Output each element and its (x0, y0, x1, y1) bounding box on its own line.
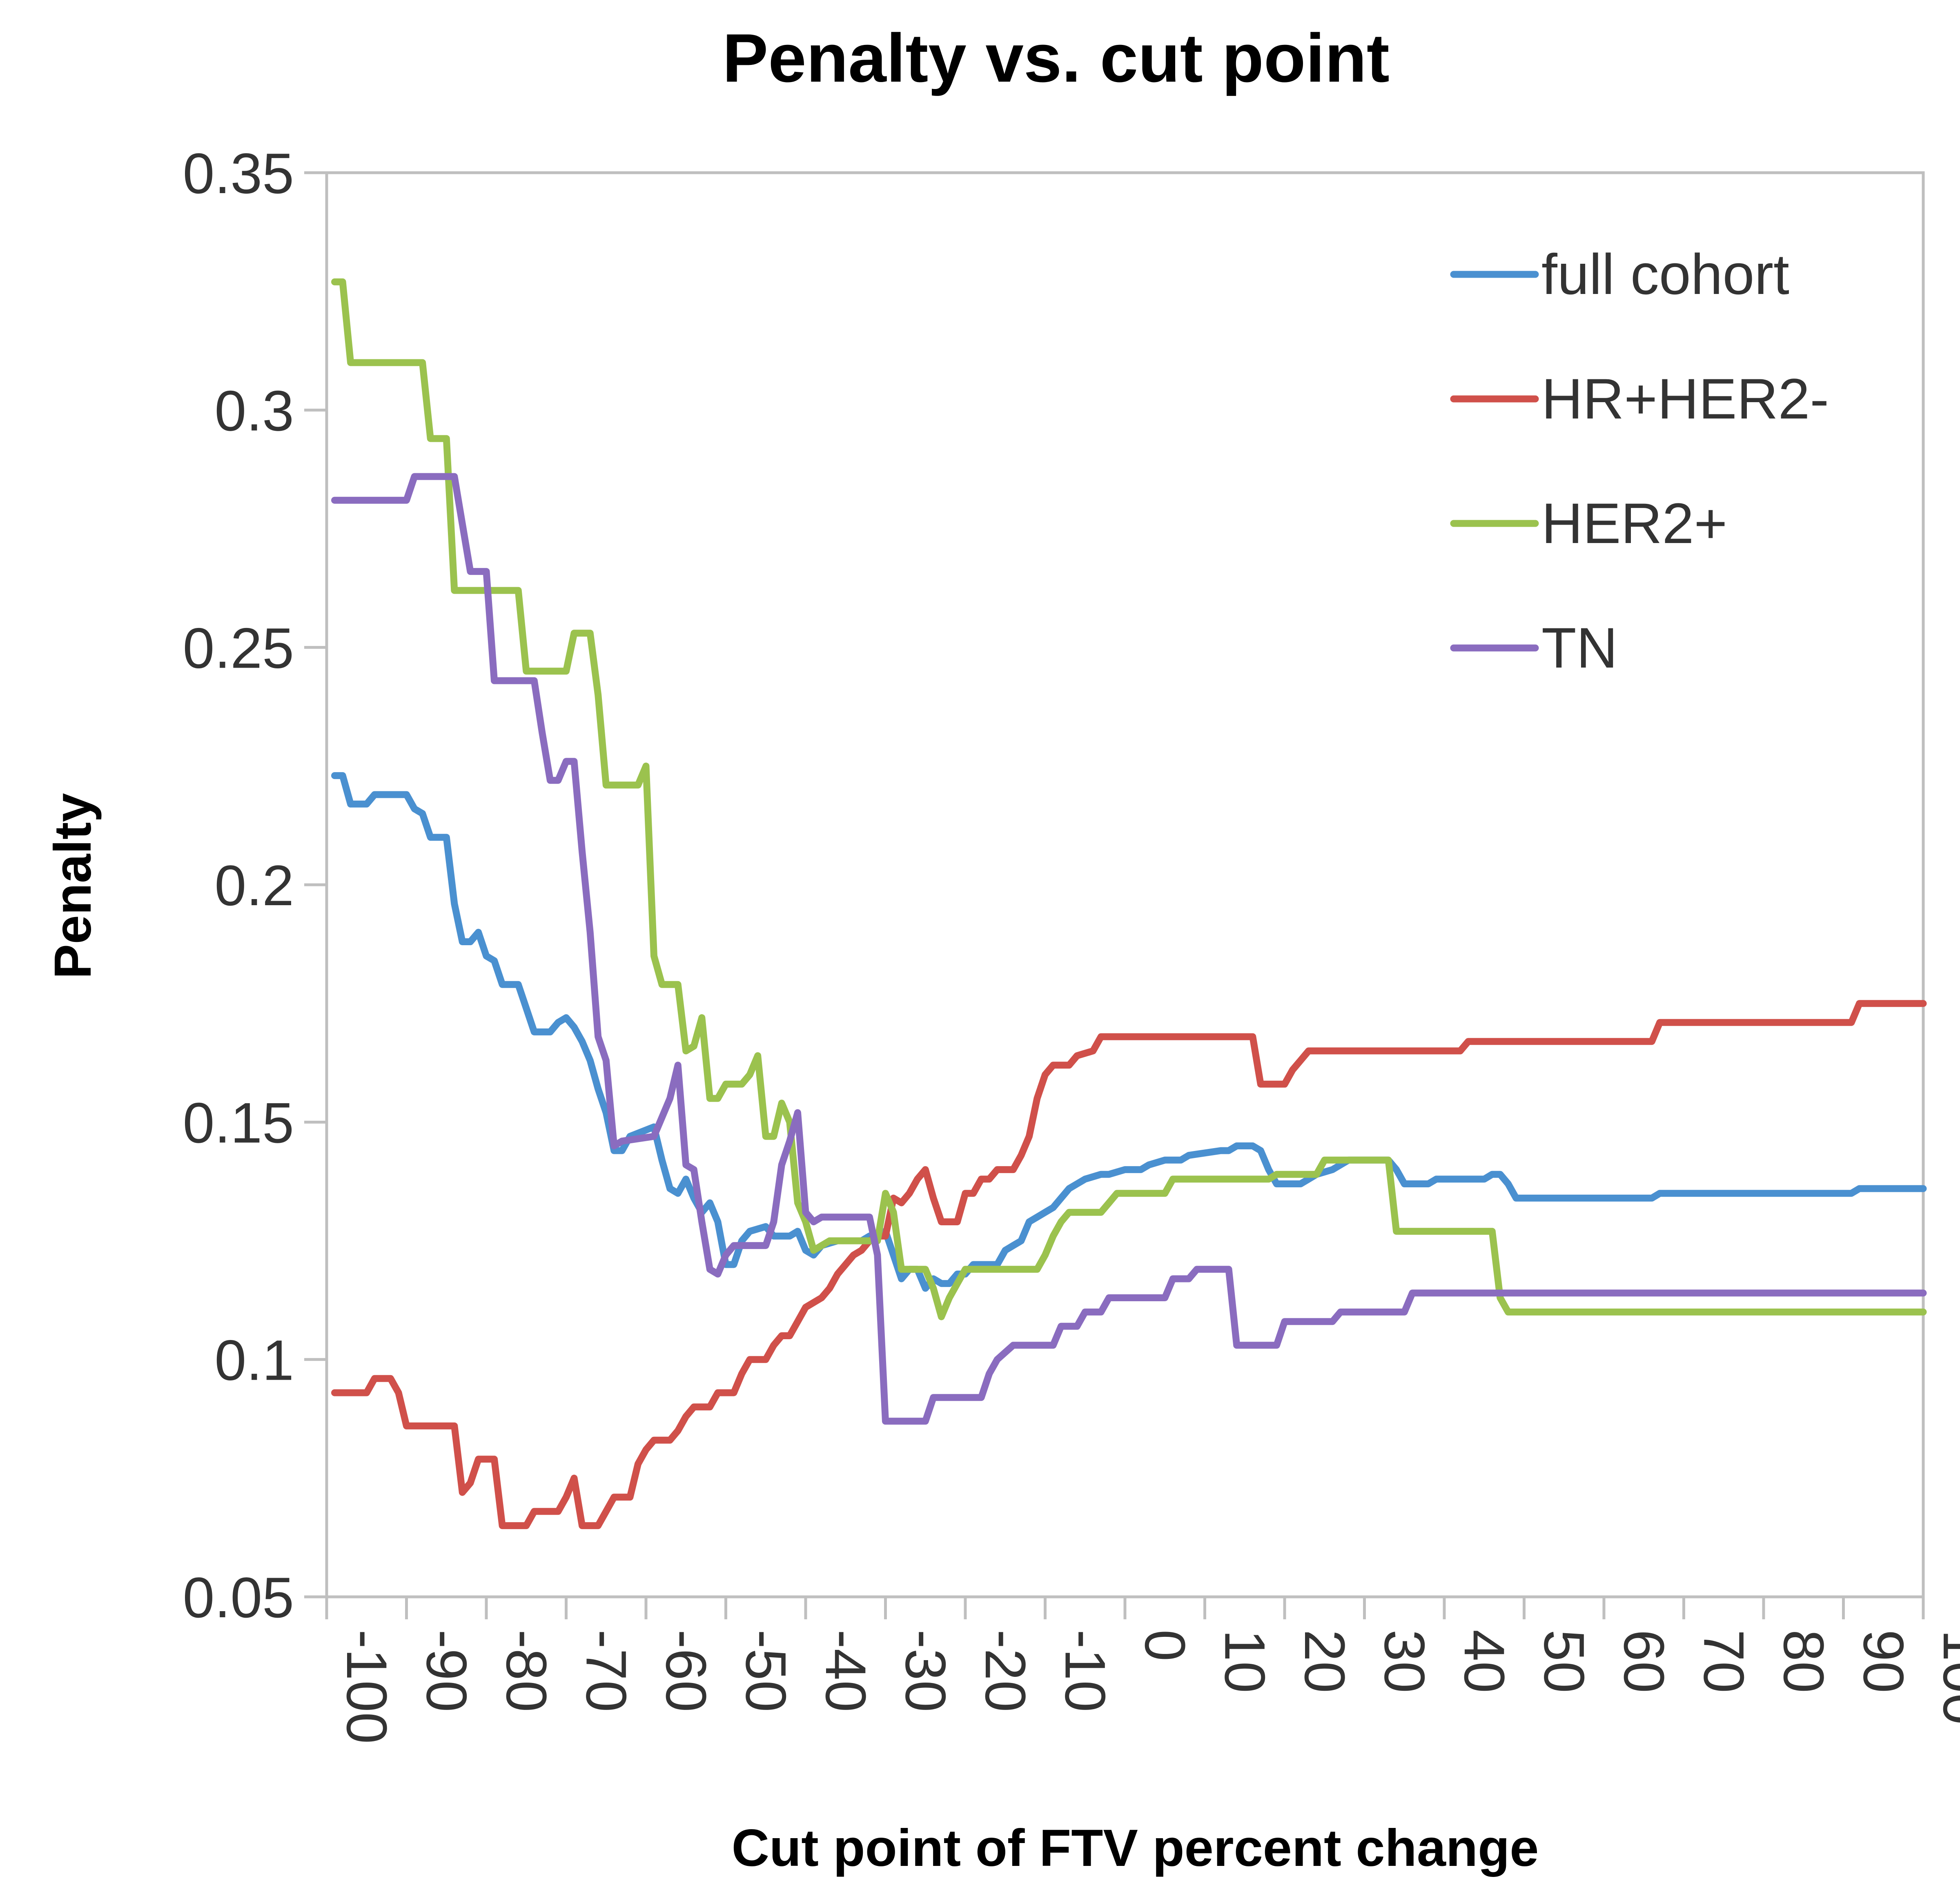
x-tick-label: 70 (1692, 1630, 1756, 1693)
series-line-full-cohort (331, 772, 1927, 1292)
x-tick-label: 60 (1612, 1630, 1676, 1693)
legend-label: HER2+ (1541, 491, 1727, 555)
x-tick-label: 80 (1772, 1630, 1836, 1693)
y-axis: 0.05 0.1 0.15 0.2 0.25 0.3 0.35 (183, 141, 327, 1630)
series-layer (331, 278, 1927, 1529)
x-axis: -100 -90 -80 -70 -60 -50 -40 -30 -20 -10 0 10 20 30 40… (325, 1597, 1960, 1744)
x-tick-label: 100 (1931, 1630, 1960, 1725)
series-line-tn (331, 473, 1927, 1425)
y-tick-label: 0.25 (183, 616, 294, 680)
x-tick-label: -100 (335, 1630, 399, 1744)
x-tick-label: -60 (654, 1630, 718, 1712)
legend-label: TN (1541, 616, 1618, 680)
x-tick-label: 90 (1852, 1630, 1916, 1693)
x-tick-label: -90 (415, 1630, 479, 1712)
x-tick-label: 0 (1133, 1630, 1197, 1661)
x-tick-label: -80 (494, 1630, 559, 1712)
x-tick-label: 20 (1293, 1630, 1357, 1693)
x-tick-label: 40 (1452, 1630, 1517, 1693)
y-tick-label: 0.3 (214, 378, 294, 443)
x-tick-label: 30 (1373, 1630, 1437, 1693)
y-tick-label: 0.35 (183, 141, 294, 205)
series-line-her2 (331, 278, 1927, 1320)
chart-title: Penalty vs. cut point (722, 20, 1390, 96)
x-tick-label: 10 (1213, 1630, 1277, 1693)
y-tick-label: 0.05 (183, 1565, 294, 1630)
y-tick-label: 0.1 (214, 1328, 294, 1392)
y-tick-label: 0.2 (214, 853, 294, 917)
x-tick-label: -70 (575, 1630, 639, 1712)
x-axis-title: Cut point of FTV percent change (732, 1819, 1539, 1877)
legend-label: HR+HER2- (1541, 367, 1829, 431)
y-tick-label: 0.15 (183, 1091, 294, 1155)
x-tick-label: -50 (734, 1630, 798, 1712)
legend: full cohort HR+HER2- HER2+ TN (1450, 242, 1829, 680)
x-tick-label: 50 (1532, 1630, 1597, 1693)
series-line-hr-her2 (331, 1000, 1927, 1529)
x-tick-label: -40 (814, 1630, 878, 1712)
y-axis-title: Penalty (44, 793, 102, 979)
x-tick-label: -20 (973, 1630, 1038, 1712)
legend-label: full cohort (1541, 242, 1789, 306)
x-tick-label: -10 (1054, 1630, 1118, 1712)
x-tick-label: -30 (894, 1630, 958, 1712)
